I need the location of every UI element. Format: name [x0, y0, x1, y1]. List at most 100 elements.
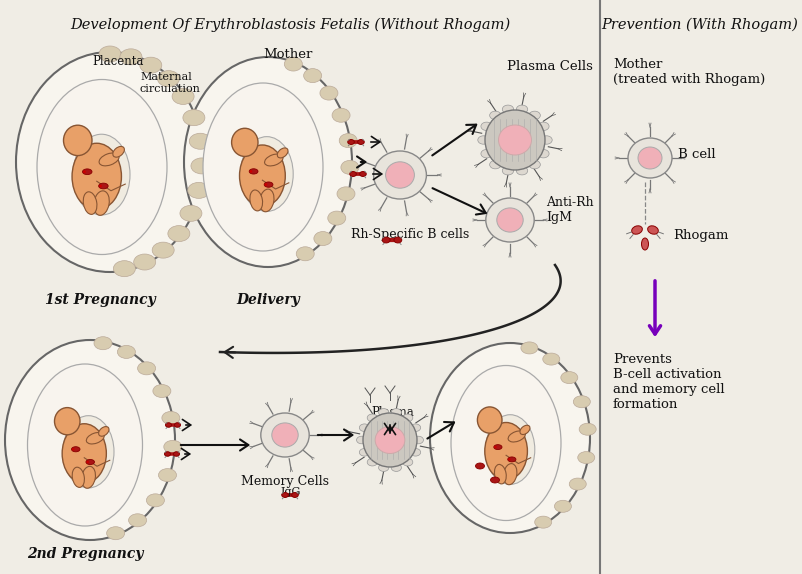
Ellipse shape [499, 125, 532, 155]
Ellipse shape [520, 425, 530, 435]
Ellipse shape [82, 466, 95, 488]
Ellipse shape [241, 137, 294, 211]
FancyArrowPatch shape [371, 137, 379, 148]
Ellipse shape [411, 448, 421, 456]
Ellipse shape [304, 69, 322, 83]
Ellipse shape [632, 226, 642, 234]
Ellipse shape [502, 166, 514, 175]
Ellipse shape [573, 395, 590, 408]
Ellipse shape [494, 446, 496, 448]
Ellipse shape [529, 160, 541, 169]
Ellipse shape [642, 238, 649, 250]
Text: Delivery: Delivery [236, 293, 300, 307]
Ellipse shape [516, 166, 528, 175]
Ellipse shape [16, 52, 204, 272]
Ellipse shape [164, 452, 171, 456]
Ellipse shape [332, 108, 350, 122]
Ellipse shape [314, 231, 332, 246]
Ellipse shape [484, 422, 528, 480]
Ellipse shape [261, 413, 310, 457]
Ellipse shape [138, 362, 156, 375]
Ellipse shape [73, 134, 130, 215]
Ellipse shape [339, 134, 357, 148]
FancyArrowPatch shape [384, 424, 395, 432]
Ellipse shape [561, 371, 577, 383]
Ellipse shape [543, 353, 560, 365]
Ellipse shape [140, 57, 162, 73]
Ellipse shape [162, 412, 180, 424]
Ellipse shape [87, 432, 104, 444]
Ellipse shape [117, 346, 136, 358]
Ellipse shape [337, 187, 355, 201]
FancyBboxPatch shape [168, 423, 177, 426]
Ellipse shape [128, 514, 147, 527]
Ellipse shape [173, 452, 180, 456]
Ellipse shape [183, 110, 205, 126]
Ellipse shape [383, 237, 390, 243]
Ellipse shape [502, 105, 514, 114]
Ellipse shape [249, 169, 258, 174]
Ellipse shape [272, 423, 298, 447]
Ellipse shape [72, 467, 84, 487]
Ellipse shape [579, 423, 596, 435]
Ellipse shape [367, 459, 378, 466]
Ellipse shape [86, 459, 95, 464]
Ellipse shape [260, 189, 274, 212]
Text: B cell: B cell [678, 148, 715, 161]
Ellipse shape [285, 57, 302, 71]
Ellipse shape [94, 337, 112, 350]
Ellipse shape [537, 149, 549, 158]
Ellipse shape [27, 364, 143, 526]
Ellipse shape [529, 111, 541, 119]
Ellipse shape [328, 211, 346, 225]
Ellipse shape [386, 162, 415, 188]
Text: 1st Pregnancy: 1st Pregnancy [45, 293, 156, 307]
Ellipse shape [375, 426, 405, 453]
Ellipse shape [99, 153, 119, 166]
Ellipse shape [87, 461, 89, 463]
Ellipse shape [180, 205, 202, 222]
Ellipse shape [394, 237, 402, 243]
Ellipse shape [37, 80, 167, 254]
Ellipse shape [191, 158, 213, 174]
Ellipse shape [83, 170, 86, 173]
Ellipse shape [535, 516, 552, 528]
Ellipse shape [357, 436, 367, 444]
Ellipse shape [296, 247, 314, 261]
Ellipse shape [403, 459, 413, 466]
Ellipse shape [292, 492, 298, 498]
Ellipse shape [99, 46, 121, 62]
Ellipse shape [134, 254, 156, 270]
Ellipse shape [520, 342, 538, 354]
Ellipse shape [490, 111, 501, 119]
Ellipse shape [113, 146, 124, 157]
Ellipse shape [189, 133, 211, 149]
Ellipse shape [184, 57, 352, 267]
Ellipse shape [495, 464, 506, 484]
Ellipse shape [537, 122, 549, 130]
Ellipse shape [350, 172, 356, 176]
FancyArrowPatch shape [432, 125, 476, 156]
Ellipse shape [63, 125, 92, 156]
FancyArrowPatch shape [432, 188, 486, 215]
Ellipse shape [164, 440, 182, 453]
Text: Prevention (With Rhogam): Prevention (With Rhogam) [602, 18, 799, 32]
Ellipse shape [391, 409, 402, 416]
Text: Anti-Rh
IgM: Anti-Rh IgM [546, 196, 593, 224]
FancyArrowPatch shape [373, 168, 382, 180]
Ellipse shape [508, 457, 516, 462]
Ellipse shape [157, 71, 180, 87]
Text: Mother: Mother [263, 48, 313, 61]
Ellipse shape [379, 464, 389, 471]
Ellipse shape [476, 463, 484, 469]
Ellipse shape [341, 160, 358, 174]
Ellipse shape [99, 183, 108, 189]
Ellipse shape [554, 501, 572, 512]
Ellipse shape [240, 145, 286, 207]
Ellipse shape [62, 424, 107, 483]
Ellipse shape [159, 468, 176, 482]
Text: Memory Cells: Memory Cells [241, 475, 329, 488]
Ellipse shape [491, 477, 500, 483]
Ellipse shape [264, 182, 273, 187]
Text: Plasma Cells: Plasma Cells [507, 60, 593, 73]
